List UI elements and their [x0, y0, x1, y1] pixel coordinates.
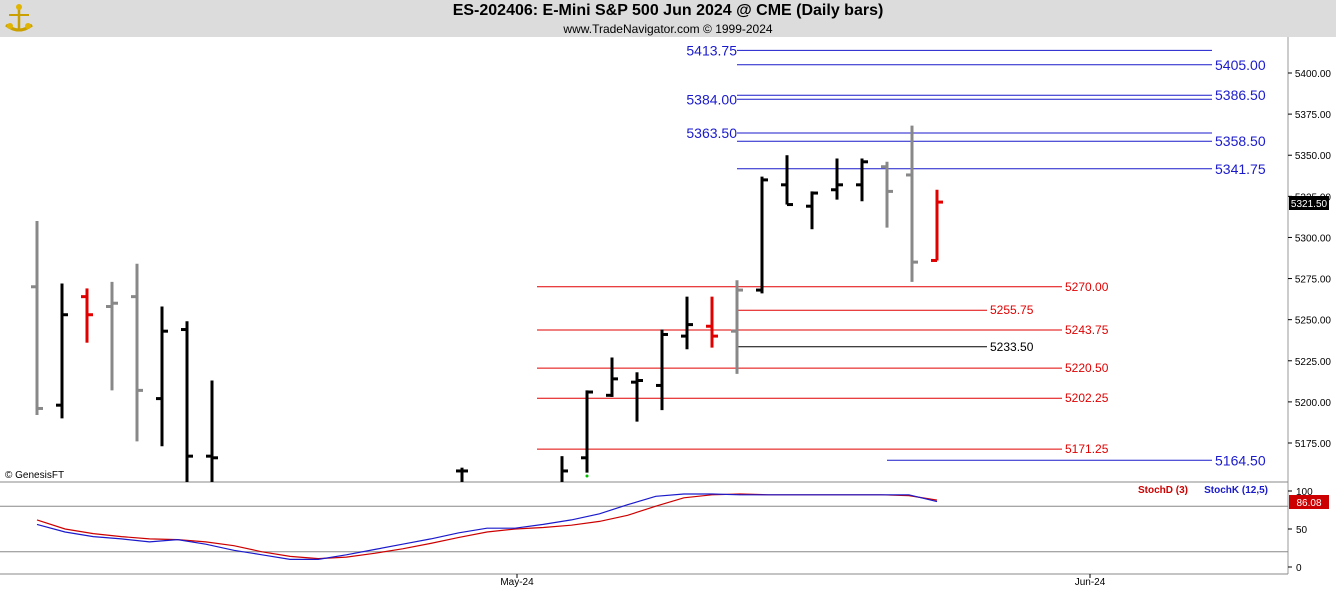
stoch-d-legend: StochD (3) [1138, 485, 1188, 496]
ohlc-bar [560, 456, 568, 482]
stoch-axis-ticks: 0 50 100 [1288, 487, 1313, 574]
price-tick-label: 5250.00 [1295, 316, 1332, 327]
ohlc-bar [31, 221, 43, 416]
level-label: 5358.50 [1215, 133, 1266, 149]
ohlc-bar [806, 191, 818, 230]
stoch-k-line [36, 493, 938, 561]
ohlc-bar [156, 306, 168, 447]
level-label: 5164.50 [1215, 452, 1266, 468]
date-label-jun: Jun-24 [1075, 577, 1106, 588]
price-tick-label: 5400.00 [1295, 69, 1332, 80]
level-label: 5386.50 [1215, 87, 1266, 103]
level-label: 5384.00 [686, 91, 737, 107]
trade-navigator-logo-icon [2, 2, 36, 36]
level-label: 5270.00 [1065, 280, 1109, 294]
level-label: 5413.75 [686, 42, 737, 58]
ohlc-bar [681, 296, 693, 350]
level-label: 5363.50 [686, 125, 737, 141]
stoch-tick-label: 50 [1296, 525, 1308, 536]
ohlc-bar [731, 280, 743, 374]
price-tick-label: 5175.00 [1295, 439, 1332, 450]
last-price-marker: 5321.50 [1289, 196, 1329, 210]
ohlc-bar [631, 372, 643, 422]
ohlc-bars [31, 125, 943, 482]
copyright-label: © GenesisFT [5, 470, 64, 481]
price-tick-label: 5225.00 [1295, 357, 1332, 368]
price-panel [0, 37, 1288, 483]
ohlc-bar [931, 189, 943, 262]
bar-signal-dot [585, 474, 589, 478]
stoch-tick-label: 100 [1296, 487, 1313, 498]
ohlc-bar [831, 158, 843, 200]
stochastic-panel [0, 493, 1288, 561]
stoch-k-legend: StochK (12,5) [1204, 485, 1268, 496]
ohlc-bar [706, 296, 718, 348]
ohlc-bar [906, 125, 918, 282]
price-tick-label: 5350.00 [1295, 151, 1332, 162]
level-label: 5202.25 [1065, 391, 1109, 405]
chart-header: ES-202406: E-Mini S&P 500 Jun 2024 @ CME… [0, 0, 1336, 37]
ohlc-bar [606, 357, 618, 397]
ohlc-bar [781, 155, 793, 207]
ohlc-bar [756, 176, 768, 294]
stoch-last-value-label: 86.08 [1296, 498, 1321, 509]
ohlc-bar [581, 390, 593, 473]
price-tick-label: 5300.00 [1295, 233, 1332, 244]
ohlc-bar [881, 161, 893, 228]
stoch-last-value-marker: 86.08 [1289, 495, 1329, 509]
level-label: 5255.75 [990, 303, 1034, 317]
ohlc-bar [131, 263, 143, 442]
stoch-tick-label: 0 [1296, 563, 1302, 574]
ohlc-bar [206, 380, 218, 482]
ohlc-bar [656, 329, 668, 411]
price-tick-label: 5200.00 [1295, 398, 1332, 409]
price-tick-label: 5375.00 [1295, 110, 1332, 121]
ohlc-bar [181, 321, 193, 482]
ohlc-bar [106, 281, 118, 391]
level-label: 5220.50 [1065, 361, 1109, 375]
last-price-label: 5321.50 [1291, 199, 1328, 210]
ohlc-bar [456, 467, 468, 482]
price-tick-label: 5275.00 [1295, 275, 1332, 286]
level-label: 5171.25 [1065, 442, 1109, 456]
level-label: 5233.50 [990, 340, 1034, 354]
stoch-d-line [36, 493, 938, 560]
chart-subtitle: www.TradeNavigator.com © 1999-2024 [563, 22, 773, 36]
support-resistance-levels: 5413.75 5405.00 5384.00 5386.50 5363.50 5358.… [537, 42, 1266, 468]
date-label-may: May-24 [500, 577, 534, 588]
chart-title: ES-202406: E-Mini S&P 500 Jun 2024 @ CME… [452, 2, 884, 19]
level-label: 5341.75 [1215, 161, 1266, 177]
ohlc-bar [56, 283, 68, 419]
ohlc-bar [81, 288, 93, 343]
ohlc-bar [856, 158, 868, 202]
level-label: 5405.00 [1215, 57, 1266, 73]
level-label: 5243.75 [1065, 323, 1109, 337]
